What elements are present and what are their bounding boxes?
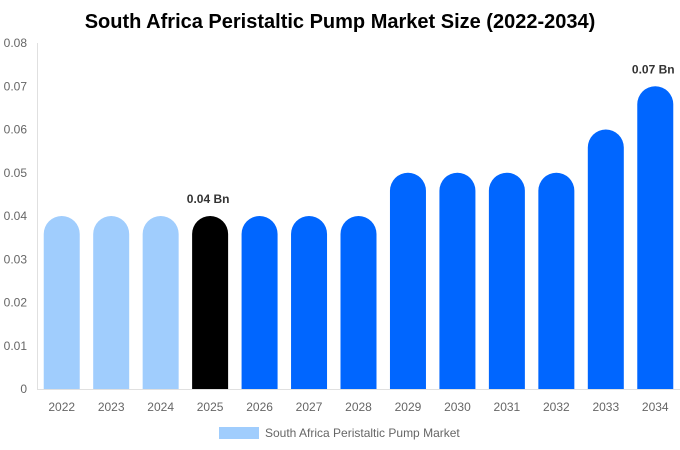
x-tick-label: 2028 (345, 400, 372, 414)
bar-2031 (488, 172, 525, 389)
y-tick-label: 0.02 (4, 296, 28, 310)
chart-title: South Africa Peristaltic Pump Market Siz… (85, 11, 596, 33)
y-tick-label: 0.03 (4, 252, 28, 266)
legend: South Africa Peristaltic Pump Market (219, 426, 460, 440)
x-tick-label: 2023 (98, 400, 125, 414)
y-tick-label: 0.08 (4, 36, 28, 50)
y-tick-label: 0.06 (4, 123, 28, 137)
bar-2026 (241, 216, 278, 389)
bar-2022 (43, 216, 80, 389)
legend-label: South Africa Peristaltic Pump Market (265, 426, 460, 440)
x-tick-label: 2029 (395, 400, 422, 414)
x-tick-label: 2025 (197, 400, 224, 414)
y-tick-label: 0 (20, 382, 27, 396)
bar-2023 (93, 216, 130, 389)
x-tick-label: 2031 (494, 400, 521, 414)
data-label: 0.07 Bn (632, 62, 675, 76)
bar-2025 (192, 216, 229, 389)
bar-2029 (389, 172, 426, 389)
bar-2030 (439, 172, 476, 389)
x-tick-label: 2026 (246, 400, 273, 414)
x-tick-label: 2022 (48, 400, 75, 414)
x-tick-label: 2033 (592, 400, 619, 414)
legend-swatch (219, 427, 259, 439)
data-label: 0.04 Bn (187, 192, 230, 206)
bar-2028 (340, 216, 377, 389)
x-tick-label: 2034 (642, 400, 669, 414)
bar-2033 (587, 129, 624, 389)
y-tick-label: 0.04 (4, 209, 28, 223)
x-tick-label: 2027 (296, 400, 323, 414)
bar-2024 (142, 216, 179, 389)
bar-2034 (637, 86, 674, 389)
x-tick-label: 2032 (543, 400, 570, 414)
y-tick-label: 0.05 (4, 166, 28, 180)
y-tick-label: 0.07 (4, 79, 28, 93)
bar-2027 (291, 216, 328, 389)
x-tick-label: 2024 (147, 400, 174, 414)
bar-2032 (538, 172, 575, 389)
y-tick-label: 0.01 (4, 339, 28, 353)
x-tick-label: 2030 (444, 400, 471, 414)
